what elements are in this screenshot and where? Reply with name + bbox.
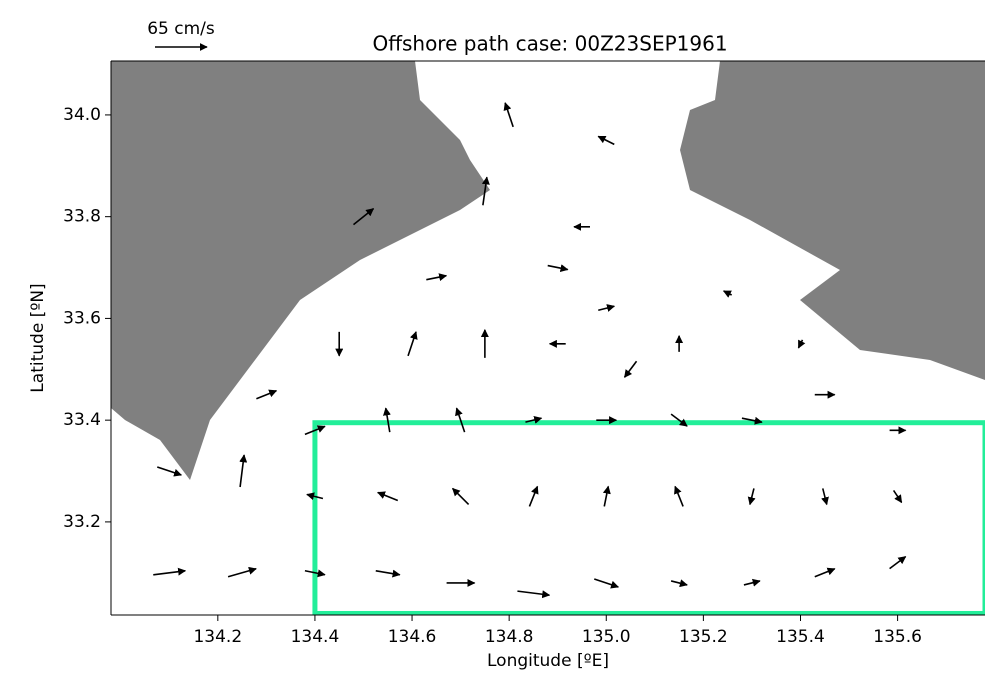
- quiver-key-label: 65 cm/s: [147, 19, 215, 39]
- y-tick-label: 33.8: [63, 207, 101, 227]
- y-tick-label: 33.4: [63, 410, 101, 430]
- x-tick-label: 135.2: [679, 627, 728, 647]
- x-tick-label: 134.6: [388, 627, 437, 647]
- x-tick-label: 135.0: [582, 627, 631, 647]
- x-tick-label: 134.4: [291, 627, 340, 647]
- chart: Offshore path case: 00Z23SEP1961 Longitu…: [0, 0, 985, 675]
- y-tick-label: 33.6: [63, 308, 101, 328]
- x-tick-label: 135.4: [776, 627, 825, 647]
- x-tick-label: 134.8: [485, 627, 534, 647]
- y-axis-label: Latitude [ºN]: [28, 283, 48, 392]
- x-tick-label: 135.6: [873, 627, 922, 647]
- y-tick-label: 34.0: [63, 105, 101, 125]
- x-axis-label: Longitude [ºE]: [487, 651, 609, 671]
- y-tick-label: 33.2: [63, 512, 101, 532]
- chart-title: Offshore path case: 00Z23SEP1961: [372, 32, 727, 56]
- x-tick-label: 134.2: [193, 627, 242, 647]
